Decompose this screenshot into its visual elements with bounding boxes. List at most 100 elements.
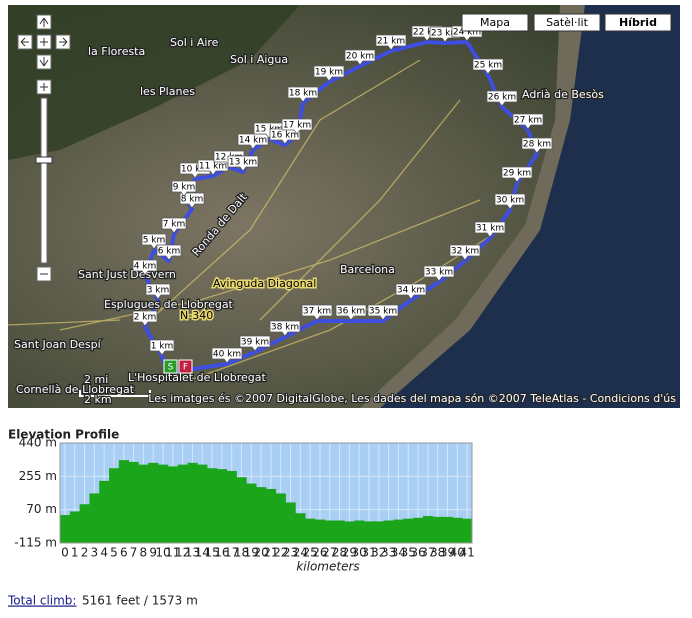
- km-marker: 20 km: [344, 49, 376, 66]
- place-label: Barcelona: [340, 263, 395, 276]
- km-marker: 3 km: [145, 283, 171, 300]
- marker-pin: [269, 128, 301, 145]
- marker-label: 13 km: [229, 158, 257, 168]
- marker-label: 15 km: [255, 125, 283, 135]
- marker-pin: [239, 335, 271, 352]
- x-tick-label: 27: [322, 546, 337, 560]
- marker-pin: [132, 310, 158, 327]
- marker-pin: [501, 166, 533, 183]
- nav-control[interactable]: [17, 14, 71, 282]
- place-label: N-340: [180, 309, 213, 322]
- km-marker: 1 km: [149, 339, 175, 356]
- button-label: Mapa: [480, 16, 510, 29]
- place-label: la Floresta: [88, 45, 145, 58]
- elevation-bar: [69, 511, 80, 543]
- x-tick-label: 38: [430, 546, 445, 560]
- km-marker: 7 km: [161, 217, 187, 234]
- marker-pin: [512, 113, 544, 130]
- elevation-bar: [118, 460, 129, 543]
- km-marker: 40 km: [211, 347, 243, 364]
- marker-label: 36 km: [337, 307, 365, 317]
- marker-pin: [449, 244, 481, 261]
- elevation-bar: [177, 464, 188, 543]
- total-climb-link[interactable]: Total climb:: [7, 594, 76, 608]
- elevation-bar: [109, 468, 120, 543]
- start-label: S: [168, 363, 174, 373]
- start-icon: [163, 359, 178, 374]
- marker-pin: [521, 137, 553, 154]
- x-tick-label: 21: [263, 546, 278, 560]
- x-tick-label: 1: [71, 546, 79, 560]
- elevation-bar: [373, 521, 385, 543]
- place-label: Avinguda Diagonal: [213, 277, 316, 290]
- marker-pin: [171, 180, 197, 197]
- marker-label: 18 km: [289, 89, 317, 99]
- view-button[interactable]: Híbrid: [604, 13, 672, 32]
- marker-pin: [367, 304, 399, 321]
- place-label: Sol i Aigua: [230, 53, 288, 66]
- view-button[interactable]: Mapa: [461, 13, 529, 32]
- x-tick-label: 14: [195, 546, 210, 560]
- elevation-bar: [158, 464, 169, 543]
- marker-label: 37 km: [303, 307, 331, 317]
- marker-pin: [156, 244, 182, 261]
- elevation-bar: [413, 517, 424, 543]
- marker-label: 3 km: [147, 286, 170, 296]
- km-marker: 35 km: [367, 304, 399, 321]
- elevation-bar: [432, 516, 443, 543]
- button-box: [604, 13, 672, 32]
- marker-label: 38 km: [271, 323, 299, 333]
- elevation-bar: [324, 520, 335, 543]
- x-tick-label: 8: [140, 546, 148, 560]
- finish-icon: [178, 359, 193, 374]
- x-tick-label: 26: [312, 546, 327, 560]
- marker-pin: [287, 86, 319, 103]
- button-box: [533, 13, 601, 32]
- scale-label: 2 mi: [84, 373, 108, 386]
- elevation-bar: [305, 518, 316, 543]
- km-marker: 25 km: [472, 58, 504, 75]
- marker-pin: [395, 283, 427, 300]
- marker-pin: [179, 192, 205, 209]
- marker-pin: [141, 233, 167, 250]
- elevation-bar: [422, 515, 434, 543]
- km-marker: 36 km: [335, 304, 367, 321]
- total-climb-value: 5161 feet / 1573 m: [82, 594, 198, 608]
- km-marker: 32 km: [449, 244, 481, 261]
- elevation-bar: [89, 493, 100, 543]
- elevation-bar: [462, 518, 473, 543]
- km-marker: 39 km: [239, 335, 271, 352]
- x-tick-label: 33: [381, 546, 396, 560]
- elevation-bar: [226, 470, 237, 543]
- x-tick-label: 2: [81, 546, 89, 560]
- marker-label: 17 km: [283, 121, 311, 131]
- elevation-bar: [167, 466, 179, 543]
- x-tick-label: 36: [410, 546, 425, 560]
- marker-label: 7 km: [163, 220, 186, 230]
- marker-pin: [281, 118, 313, 135]
- marker-label: 10 km: [181, 165, 209, 175]
- x-tick-label: 29: [342, 546, 357, 560]
- marker-label: 11 km: [199, 162, 227, 172]
- plot-frame: [59, 442, 473, 544]
- marker-pin: [161, 217, 187, 234]
- km-marker: 18 km: [287, 86, 319, 103]
- elevation-bar: [344, 521, 355, 543]
- elevation-bar: [393, 519, 404, 543]
- km-marker: 13 km: [227, 155, 259, 172]
- marker-label: 5 km: [143, 236, 166, 246]
- marker-pin: [301, 304, 333, 321]
- elevation-bar: [246, 483, 257, 543]
- elevation-bar: [383, 520, 394, 543]
- x-tick-label: 5: [110, 546, 118, 560]
- place-label: les Planes: [140, 85, 195, 98]
- marker-label: 23 km: [431, 29, 459, 39]
- elevation-bar: [138, 464, 149, 543]
- x-tick-label: 39: [440, 546, 455, 560]
- marker-pin: [494, 193, 526, 210]
- marker-label: 31 km: [476, 224, 504, 234]
- marker-pin: [149, 339, 175, 356]
- view-button[interactable]: Satèl·lit: [533, 13, 601, 32]
- km-marker: 28 km: [521, 137, 553, 154]
- marker-label: 6 km: [158, 247, 181, 257]
